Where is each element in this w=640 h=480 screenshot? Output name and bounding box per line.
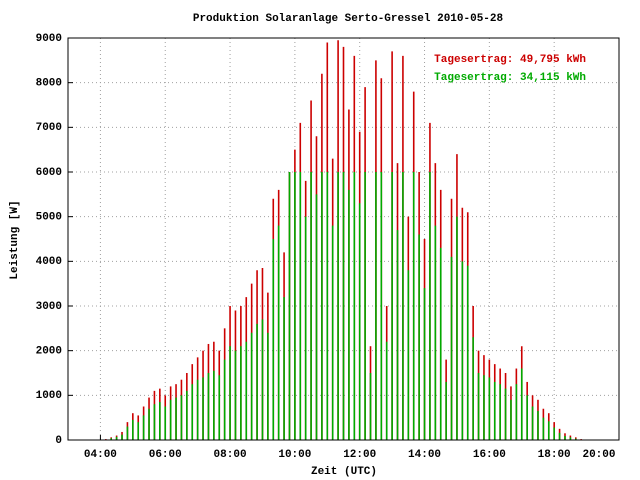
y-tick-label: 0: [55, 435, 62, 447]
x-tick-label: 20:00: [582, 449, 615, 461]
x-axis-label: Zeit (UTC): [311, 466, 377, 478]
x-tick-label: 04:00: [84, 449, 117, 461]
plot-border: [67, 37, 620, 441]
x-tick-label: 08:00: [214, 449, 247, 461]
x-tick-label: 06:00: [149, 449, 182, 461]
y-tick-label: 8000: [36, 78, 62, 90]
y-tick-label: 9000: [36, 33, 62, 45]
legend-entry: Tagesertrag: 34,115 kWh: [434, 72, 586, 84]
y-tick-label: 5000: [36, 212, 62, 224]
y-axis-label: Leistung [W]: [9, 200, 21, 279]
x-tick-label: 10:00: [278, 449, 311, 461]
y-tick-label: 7000: [36, 122, 62, 134]
chart-title: Produktion Solaranlage Serto-Gressel 201…: [193, 13, 504, 25]
legend-entry: Tagesertrag: 49,795 kWh: [434, 54, 586, 66]
x-tick-label: 14:00: [408, 449, 441, 461]
x-tick-label: 12:00: [343, 449, 376, 461]
y-tick-label: 3000: [36, 301, 62, 313]
y-tick-label: 6000: [36, 167, 62, 179]
y-tick-label: 2000: [36, 346, 62, 358]
x-tick-label: 18:00: [538, 449, 571, 461]
y-tick-label: 1000: [36, 390, 62, 402]
x-tick-label: 16:00: [473, 449, 506, 461]
y-tick-label: 4000: [36, 256, 62, 268]
